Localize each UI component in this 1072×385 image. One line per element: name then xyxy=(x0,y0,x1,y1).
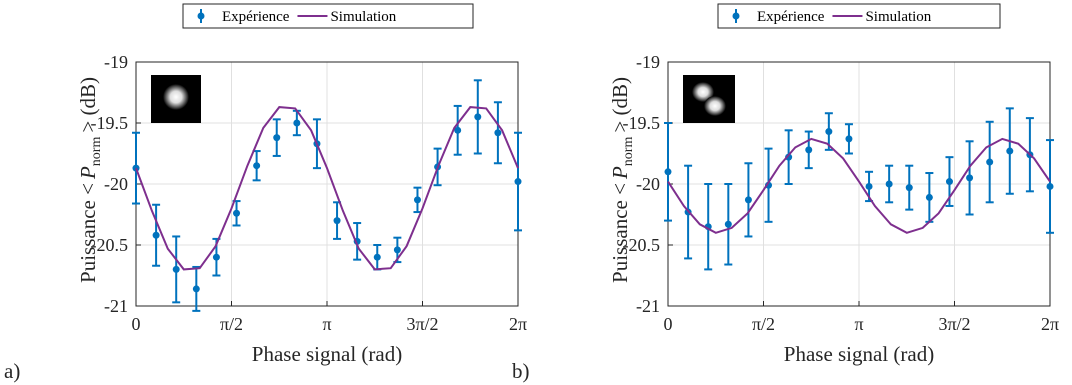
data-point xyxy=(494,129,502,137)
y-label-part: P xyxy=(608,166,632,180)
x-tick-label: π/2 xyxy=(220,314,243,334)
data-point xyxy=(744,196,752,204)
data-point xyxy=(192,285,200,293)
data-point xyxy=(514,178,522,186)
x-tick-label: π/2 xyxy=(752,314,775,334)
y-tick-label: -21 xyxy=(104,296,128,316)
data-point xyxy=(724,220,732,228)
data-point xyxy=(253,162,261,170)
thumbnail-b xyxy=(683,75,735,123)
simulation-line xyxy=(135,106,519,271)
panel-label: a) xyxy=(4,359,20,383)
data-point xyxy=(905,184,913,192)
legend-label: Expérience xyxy=(757,9,825,25)
y-label-part: > (dB) xyxy=(608,77,632,133)
x-tick-label: π xyxy=(854,314,863,334)
data-point xyxy=(293,119,301,127)
y-tick-label: -20 xyxy=(636,174,660,194)
y-label-part: P xyxy=(76,166,100,180)
y-tick-label: -20.5 xyxy=(91,235,129,255)
y-tick-label: -21 xyxy=(636,296,660,316)
y-axis-label: Puissance < Pnorm > (dB) xyxy=(608,77,636,283)
legend-swatch xyxy=(197,12,205,20)
simulation-line xyxy=(667,137,1051,234)
data-point xyxy=(474,113,482,121)
data-point xyxy=(333,217,341,225)
x-tick-label: 2π xyxy=(509,314,527,334)
x-tick-label: π xyxy=(322,314,331,334)
data-point xyxy=(1006,147,1014,155)
y-tick-label: -20 xyxy=(104,174,128,194)
data-point xyxy=(825,128,833,136)
data-point xyxy=(1046,182,1054,190)
x-tick-label: 0 xyxy=(132,314,141,334)
x-axis-label: Phase signal (rad) xyxy=(252,342,402,366)
y-tick-label: -20.5 xyxy=(623,235,661,255)
legend-label: Simulation xyxy=(330,9,396,25)
y-label-part: norm xyxy=(89,137,104,167)
data-point xyxy=(454,126,462,134)
data-point xyxy=(373,253,381,261)
legend-label: Simulation xyxy=(865,9,931,25)
data-point xyxy=(152,231,160,239)
data-point xyxy=(986,158,994,166)
data-point xyxy=(805,146,813,154)
y-label-part: Puissance < xyxy=(76,183,100,283)
data-point xyxy=(885,180,893,188)
y-tick-label: -19.5 xyxy=(91,113,129,133)
data-point xyxy=(212,253,220,261)
data-point xyxy=(172,265,180,273)
x-tick-label: 0 xyxy=(664,314,673,334)
data-point xyxy=(945,178,953,186)
panel-label: b) xyxy=(512,359,530,383)
y-tick-label: -19 xyxy=(104,52,128,72)
legend-label: Expérience xyxy=(222,9,290,25)
y-axis-label: Puissance < Pnorm > (dB) xyxy=(76,77,104,283)
x-tick-label: 3π/2 xyxy=(938,314,970,334)
x-axis-label: Phase signal (rad) xyxy=(784,342,934,366)
y-label-part: norm xyxy=(621,137,636,167)
legend-swatch xyxy=(732,12,740,20)
data-point xyxy=(273,134,281,142)
y-label-part: > (dB) xyxy=(76,77,100,133)
x-tick-label: 2π xyxy=(1041,314,1059,334)
data-point xyxy=(233,209,241,217)
x-tick-label: 3π/2 xyxy=(406,314,438,334)
y-tick-label: -19 xyxy=(636,52,660,72)
data-point xyxy=(785,153,793,161)
data-point xyxy=(393,246,401,254)
y-label-part: Puissance < xyxy=(608,183,632,283)
data-point xyxy=(865,182,873,190)
data-point xyxy=(664,168,672,176)
data-point xyxy=(845,135,853,143)
legend-box xyxy=(182,3,474,29)
data-point xyxy=(966,174,974,182)
data-point xyxy=(925,193,933,201)
data-point xyxy=(413,196,421,204)
y-tick-label: -19.5 xyxy=(623,113,661,133)
thumbnail-a xyxy=(151,75,201,123)
